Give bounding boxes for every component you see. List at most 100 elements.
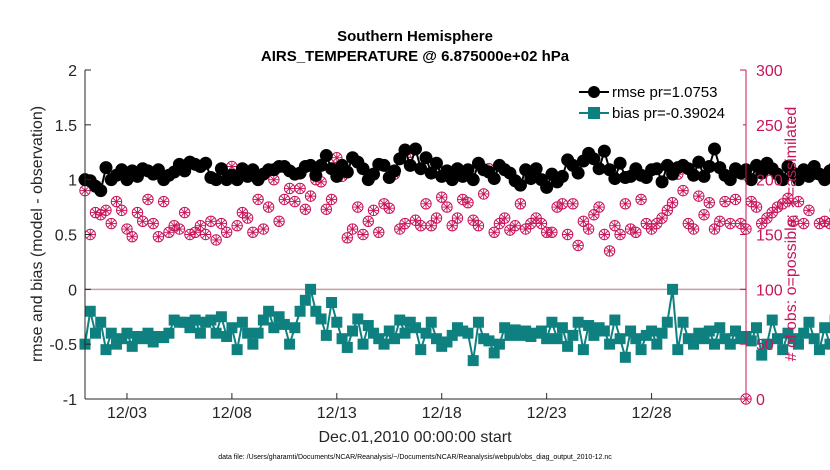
y-left-tick-label: 0.5 — [55, 228, 77, 245]
bias-point — [278, 318, 290, 330]
obs-count-point — [383, 202, 395, 214]
bias-point — [803, 316, 815, 328]
obs-count-point — [289, 195, 301, 208]
obs-assimilated-asterisk — [693, 190, 704, 202]
bias-point — [493, 338, 505, 350]
bias-point — [226, 322, 238, 334]
obs-assimilated-asterisk — [373, 227, 384, 238]
rmse-point — [708, 142, 722, 156]
obs-count-point — [373, 226, 385, 239]
obs-count-point — [173, 223, 186, 235]
obs-assimilated-asterisk — [158, 196, 169, 207]
obs-count-point — [792, 195, 805, 208]
obs-assimilated-asterisk — [572, 240, 584, 251]
obs-count-point — [614, 228, 626, 241]
obs-assimilated-asterisk — [515, 198, 526, 209]
obs-count-point — [556, 198, 569, 210]
bias-point — [777, 344, 789, 356]
obs-count-point — [598, 228, 611, 241]
bias-point — [551, 333, 563, 345]
obs-count-point — [787, 215, 799, 228]
obs-assimilated-asterisk — [588, 209, 600, 220]
obs-count-point — [441, 201, 453, 213]
bias-point — [562, 340, 574, 352]
obs-assimilated-asterisk — [788, 216, 799, 227]
bias-point — [210, 327, 222, 339]
rmse-point — [151, 163, 165, 177]
rmse-point — [791, 173, 805, 187]
rmse-point — [744, 173, 758, 187]
obs-assimilated-asterisk — [284, 183, 295, 194]
obs-assimilated-asterisk — [651, 218, 663, 229]
obs-assimilated-asterisk — [756, 218, 767, 229]
rmse-point — [246, 163, 260, 177]
obs-assimilated-asterisk — [468, 215, 479, 226]
obs-count-point — [142, 193, 154, 206]
bias-point — [252, 327, 264, 339]
obs-count-point — [609, 220, 621, 232]
obs-count-point — [425, 220, 437, 232]
obs-count-point — [546, 226, 558, 239]
obs-count-point — [677, 184, 689, 197]
bias-point — [189, 314, 201, 326]
obs-assimilated-asterisk — [121, 223, 133, 235]
obs-count-point — [703, 196, 715, 209]
obs-count-point — [635, 193, 647, 206]
obs-assimilated-asterisk — [163, 227, 175, 238]
obs-assimilated-asterisk — [725, 218, 736, 229]
obs-assimilated-asterisk — [252, 194, 264, 205]
obs-assimilated-asterisk — [95, 209, 106, 220]
obs-count-point — [278, 193, 291, 206]
rmse-point — [230, 173, 244, 187]
rmse-point — [414, 162, 428, 176]
obs-assimilated-asterisk — [200, 229, 211, 240]
obs-count-point — [708, 223, 721, 235]
obs-count-point — [656, 212, 668, 224]
bias-point — [236, 316, 248, 328]
obs-count-point — [724, 217, 736, 230]
y-right-tick-label: 0 — [756, 392, 765, 409]
obs-assimilated-asterisk — [536, 218, 547, 229]
obs-assimilated-asterisk — [709, 223, 720, 235]
rmse-point — [597, 144, 611, 158]
obs-count-point — [247, 226, 259, 239]
obs-count-point — [241, 212, 254, 224]
bias-point — [341, 341, 353, 353]
obs-assimilated-asterisk — [305, 190, 316, 202]
axes: 12/03 12/08 12/13 12/18 12/23 12/28 -1 -0.5 0 0.5… — [49, 63, 782, 422]
obs-assimilated-asterisk — [142, 194, 154, 205]
obs-count-point — [178, 206, 191, 219]
obs-count-point — [220, 226, 233, 239]
bias-point — [331, 316, 343, 328]
obs-assimilated-asterisk — [247, 227, 259, 238]
bias-point — [326, 296, 338, 308]
obs-count-point — [116, 204, 128, 217]
obs-assimilated-asterisk — [761, 212, 773, 224]
rmse-point — [309, 168, 323, 182]
bias-point — [415, 344, 427, 356]
rmse-point — [214, 162, 228, 176]
obs-assimilated-asterisk — [447, 220, 458, 231]
obs-count-point — [262, 201, 275, 213]
rmse-point — [99, 161, 113, 175]
bias-point — [336, 333, 348, 345]
obs-assimilated-asterisk — [562, 229, 573, 240]
bias-point — [95, 316, 107, 328]
obs-assimilated-asterisk — [677, 185, 689, 196]
bias-point — [305, 283, 317, 295]
x-tick-label: 12/03 — [107, 405, 147, 422]
bias-point — [399, 327, 411, 339]
obs-assimilated-asterisk — [147, 218, 159, 229]
obs-assimilated-asterisk — [326, 194, 337, 205]
obs-count-point — [514, 198, 527, 210]
legend: rmse pr=1.0753 bias pr=-0.39024 — [573, 78, 743, 128]
obs-count-point — [630, 226, 642, 239]
obs-count-point — [803, 204, 815, 217]
bias-point — [541, 333, 553, 345]
legend-rmse-marker — [588, 86, 600, 98]
obs-assimilated-asterisk — [504, 224, 516, 236]
obs-assimilated-asterisk — [258, 223, 269, 235]
y-left-tick-label: 2 — [68, 63, 77, 80]
legend-box — [573, 78, 743, 128]
obs-count-point — [666, 196, 679, 209]
